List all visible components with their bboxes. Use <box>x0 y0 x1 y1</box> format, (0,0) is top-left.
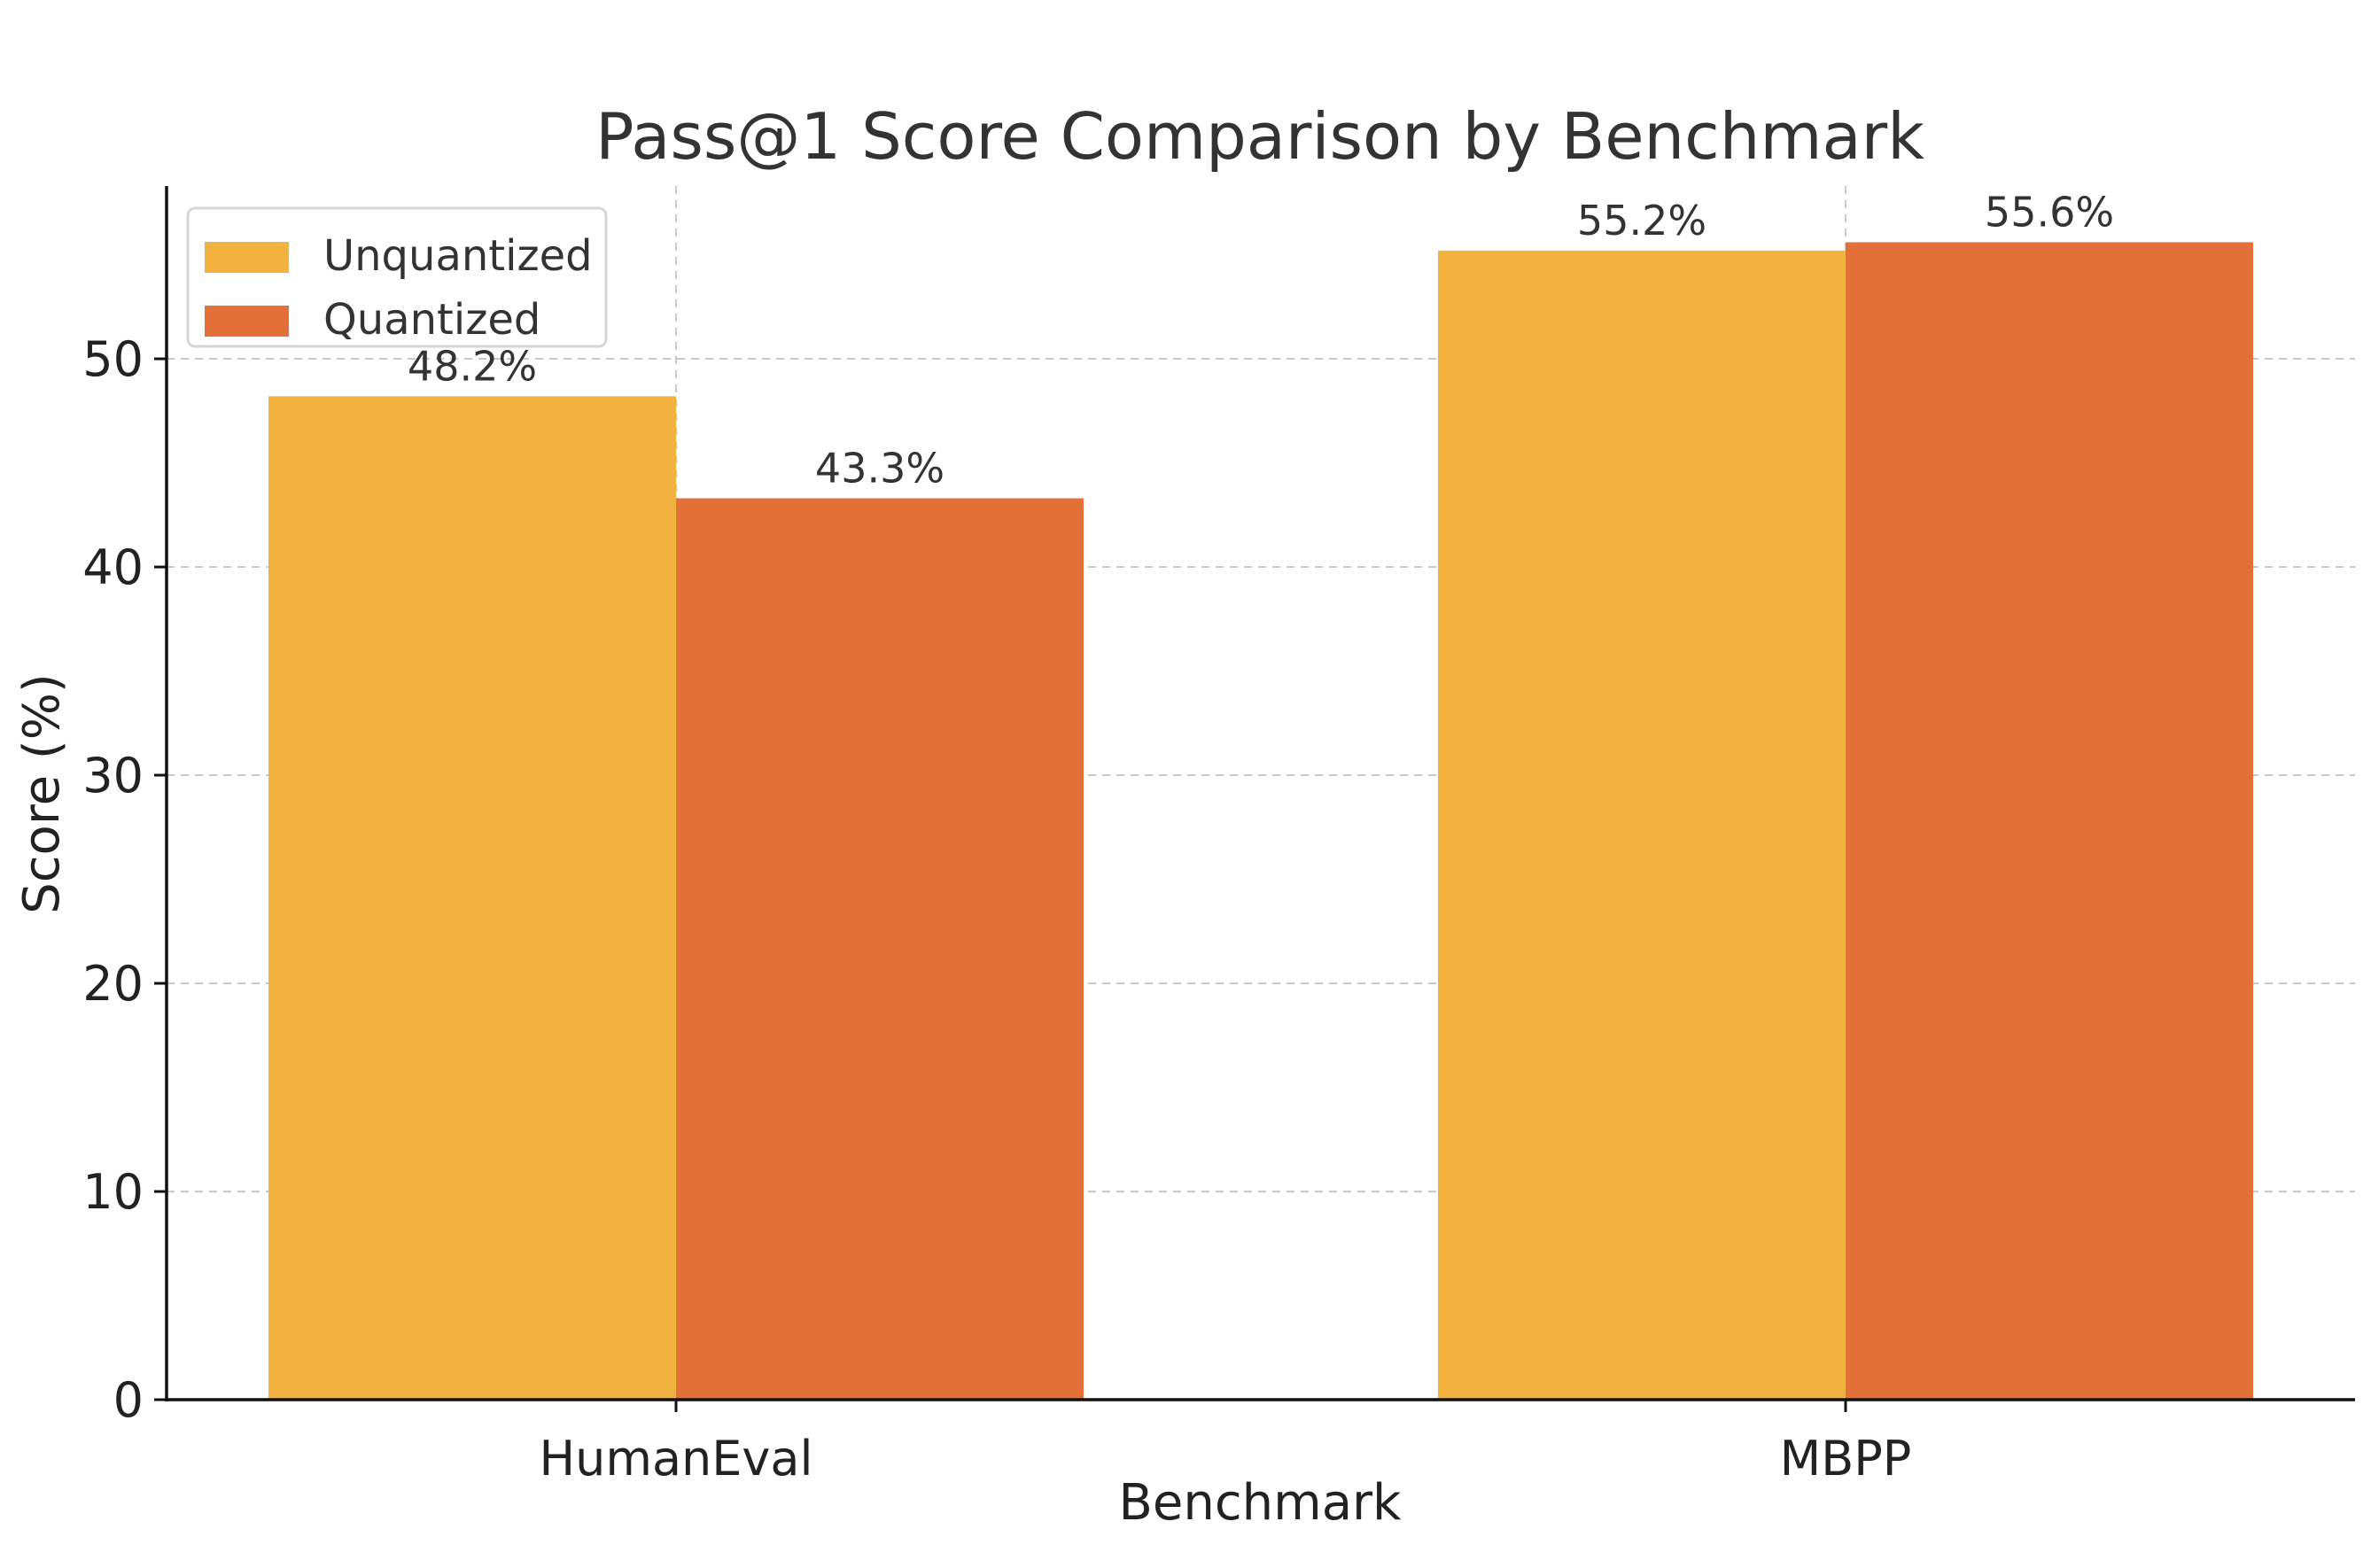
legend-label: Unquantized <box>323 231 593 281</box>
x-tick-label: MBPP <box>1780 1431 1912 1486</box>
y-tick-label: 30 <box>82 748 144 803</box>
chart-title: Pass@1 Score Comparison by Benchmark <box>595 99 1924 174</box>
y-tick-label: 20 <box>82 956 144 1012</box>
legend-swatch <box>205 306 289 337</box>
data-label: 55.6% <box>1985 188 2114 236</box>
bar <box>1846 242 2253 1400</box>
bar <box>1438 250 1846 1400</box>
y-tick-label: 10 <box>82 1164 144 1220</box>
bar <box>676 498 1084 1400</box>
data-label: 43.3% <box>815 444 945 492</box>
y-axis-label: Score (%) <box>13 673 71 914</box>
data-labels: 48.2% 55.2% 43.3% 55.6% <box>408 188 2114 492</box>
y-tick-label: 0 <box>113 1372 144 1428</box>
legend-box <box>186 206 608 348</box>
bars <box>268 242 2253 1401</box>
legend-label: Quantized <box>323 295 540 345</box>
y-tick-label: 40 <box>82 539 144 595</box>
bar <box>268 396 676 1401</box>
y-tick-label: 50 <box>82 331 144 387</box>
axes: 0 10 20 30 40 50 HumanEval MBPP <box>82 186 2355 1486</box>
legend: Unquantized Quantized <box>186 206 608 348</box>
x-tick-label: HumanEval <box>540 1431 813 1486</box>
legend-swatch <box>205 242 289 273</box>
data-label: 55.2% <box>1577 197 1706 245</box>
data-label: 48.2% <box>408 342 537 390</box>
x-axis-label: Benchmark <box>1119 1474 1403 1532</box>
